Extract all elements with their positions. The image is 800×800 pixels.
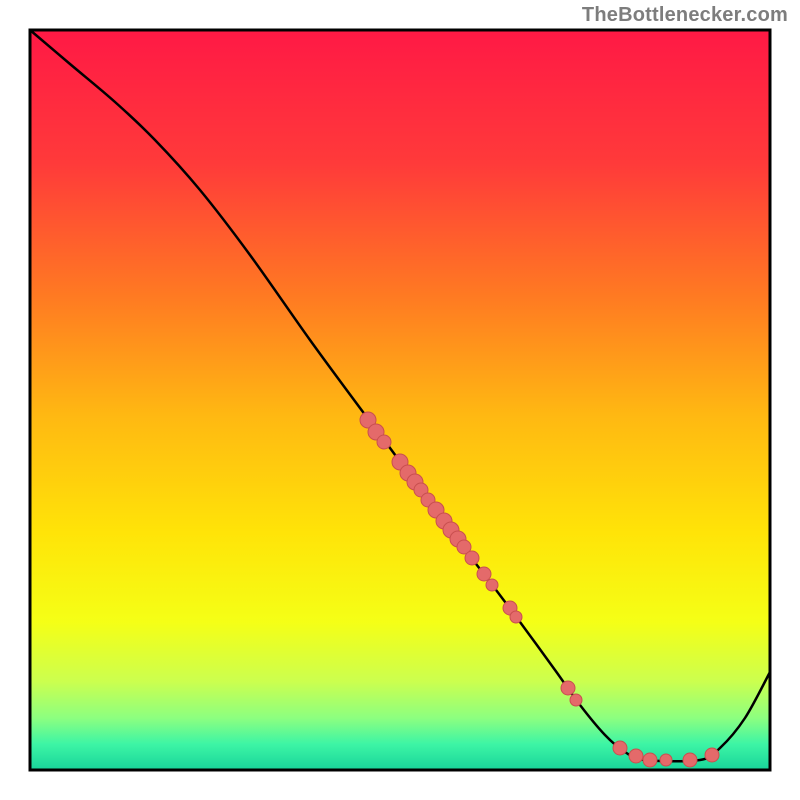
data-marker (561, 681, 575, 695)
data-marker (510, 611, 522, 623)
data-marker (486, 579, 498, 591)
chart-container: TheBottlenecker.com (0, 0, 800, 800)
data-marker (377, 435, 391, 449)
data-marker (629, 749, 643, 763)
data-marker (570, 694, 582, 706)
plot-background (30, 30, 770, 770)
data-marker (477, 567, 491, 581)
chart-svg (0, 0, 800, 800)
data-marker (705, 748, 719, 762)
watermark-label: TheBottlenecker.com (582, 4, 788, 27)
data-marker (683, 753, 697, 767)
data-marker (643, 753, 657, 767)
data-marker (465, 551, 479, 565)
data-marker (660, 754, 672, 766)
data-marker (613, 741, 627, 755)
